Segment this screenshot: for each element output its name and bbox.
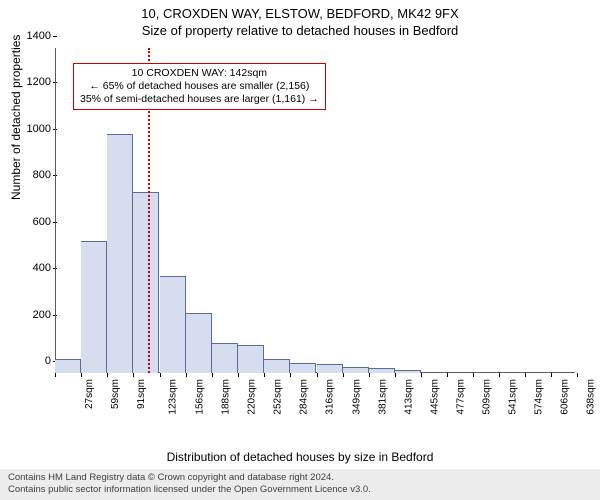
x-tick-mark — [499, 373, 500, 377]
x-tick-mark — [369, 373, 370, 377]
x-tick-label: 123sqm — [168, 379, 179, 415]
x-tick-label: 509sqm — [481, 379, 492, 415]
x-tick-mark — [343, 373, 344, 377]
y-tick-label: 0 — [11, 355, 51, 367]
y-tick-label: 200 — [11, 309, 51, 321]
annotation-line-1: 10 CROXDEN WAY: 142sqm — [80, 67, 319, 80]
x-tick-mark — [395, 373, 396, 377]
x-tick-label: 445sqm — [429, 379, 440, 415]
histogram-bar — [290, 363, 316, 373]
x-tick-label: 220sqm — [246, 379, 257, 415]
y-tick-label: 600 — [11, 216, 51, 228]
x-tick-label: 381sqm — [377, 379, 388, 415]
x-tick-label: 606sqm — [560, 379, 571, 415]
histogram-bar — [317, 364, 343, 373]
x-tick-mark — [447, 373, 448, 377]
x-tick-label: 284sqm — [298, 379, 309, 415]
x-tick-mark — [133, 373, 134, 377]
y-tick-label: 1400 — [11, 30, 51, 42]
y-tick-label: 800 — [11, 169, 51, 181]
x-axis-label: Distribution of detached houses by size … — [0, 450, 600, 464]
y-tick-label: 1000 — [11, 123, 51, 135]
chart-title-block: 10, CROXDEN WAY, ELSTOW, BEDFORD, MK42 9… — [0, 0, 600, 38]
chart-area: 0200400600800100012001400 10 CROXDEN WAY… — [55, 48, 575, 413]
footer-line-2: Contains public sector information licen… — [8, 484, 592, 496]
x-tick-mark — [525, 373, 526, 377]
x-tick-label: 349sqm — [351, 379, 362, 415]
x-tick-label: 252sqm — [272, 379, 283, 415]
histogram-bar — [238, 345, 264, 373]
x-tick-label: 477sqm — [455, 379, 466, 415]
x-tick-mark — [55, 373, 56, 377]
x-tick-mark — [473, 373, 474, 377]
x-tick-label: 413sqm — [403, 379, 414, 415]
x-tick-label: 188sqm — [220, 379, 231, 415]
x-tick-mark — [107, 373, 108, 377]
y-tick-label: 1200 — [11, 76, 51, 88]
x-tick-mark — [317, 373, 318, 377]
annotation-line-2: ← 65% of detached houses are smaller (2,… — [80, 80, 319, 93]
x-tick-mark — [81, 373, 82, 377]
y-tick-label: 400 — [11, 262, 51, 274]
x-tick-mark — [551, 373, 552, 377]
x-tick-mark — [160, 373, 161, 377]
x-tick-label: 574sqm — [534, 379, 545, 415]
x-ticks: 27sqm 59sqm 91sqm 123sqm 156sqm 188sqm 220sqm 2… — [55, 373, 575, 413]
x-tick-mark — [290, 373, 291, 377]
annotation-box: 10 CROXDEN WAY: 142sqm ← 65% of detached… — [73, 63, 326, 110]
x-tick-mark — [238, 373, 239, 377]
x-tick-label: 59sqm — [110, 379, 121, 409]
histogram-bar — [212, 343, 238, 373]
footer-line-1: Contains HM Land Registry data © Crown c… — [8, 472, 592, 484]
histogram-bar — [160, 276, 186, 374]
histogram-bar — [55, 359, 81, 373]
histogram-bar — [133, 192, 159, 373]
histogram-bar — [186, 313, 212, 373]
footer-attribution: Contains HM Land Registry data © Crown c… — [0, 469, 600, 500]
histogram-bar — [264, 359, 290, 373]
title-line-1: 10, CROXDEN WAY, ELSTOW, BEDFORD, MK42 9… — [0, 6, 600, 21]
x-tick-mark — [186, 373, 187, 377]
histogram-bar — [81, 241, 107, 373]
x-tick-label: 91sqm — [136, 379, 147, 409]
x-tick-mark — [264, 373, 265, 377]
x-tick-label: 638sqm — [586, 379, 597, 415]
x-tick-mark — [421, 373, 422, 377]
x-tick-label: 541sqm — [507, 379, 518, 415]
y-ticks: 0200400600800100012001400 — [11, 48, 51, 373]
x-tick-label: 156sqm — [194, 379, 205, 415]
title-line-2: Size of property relative to detached ho… — [0, 23, 600, 38]
x-tick-mark — [212, 373, 213, 377]
histogram-bar — [107, 134, 133, 373]
annotation-line-3: 35% of semi-detached houses are larger (… — [80, 93, 319, 106]
x-tick-label: 27sqm — [84, 379, 95, 409]
x-tick-label: 316sqm — [324, 379, 335, 415]
x-tick-mark — [577, 373, 578, 377]
